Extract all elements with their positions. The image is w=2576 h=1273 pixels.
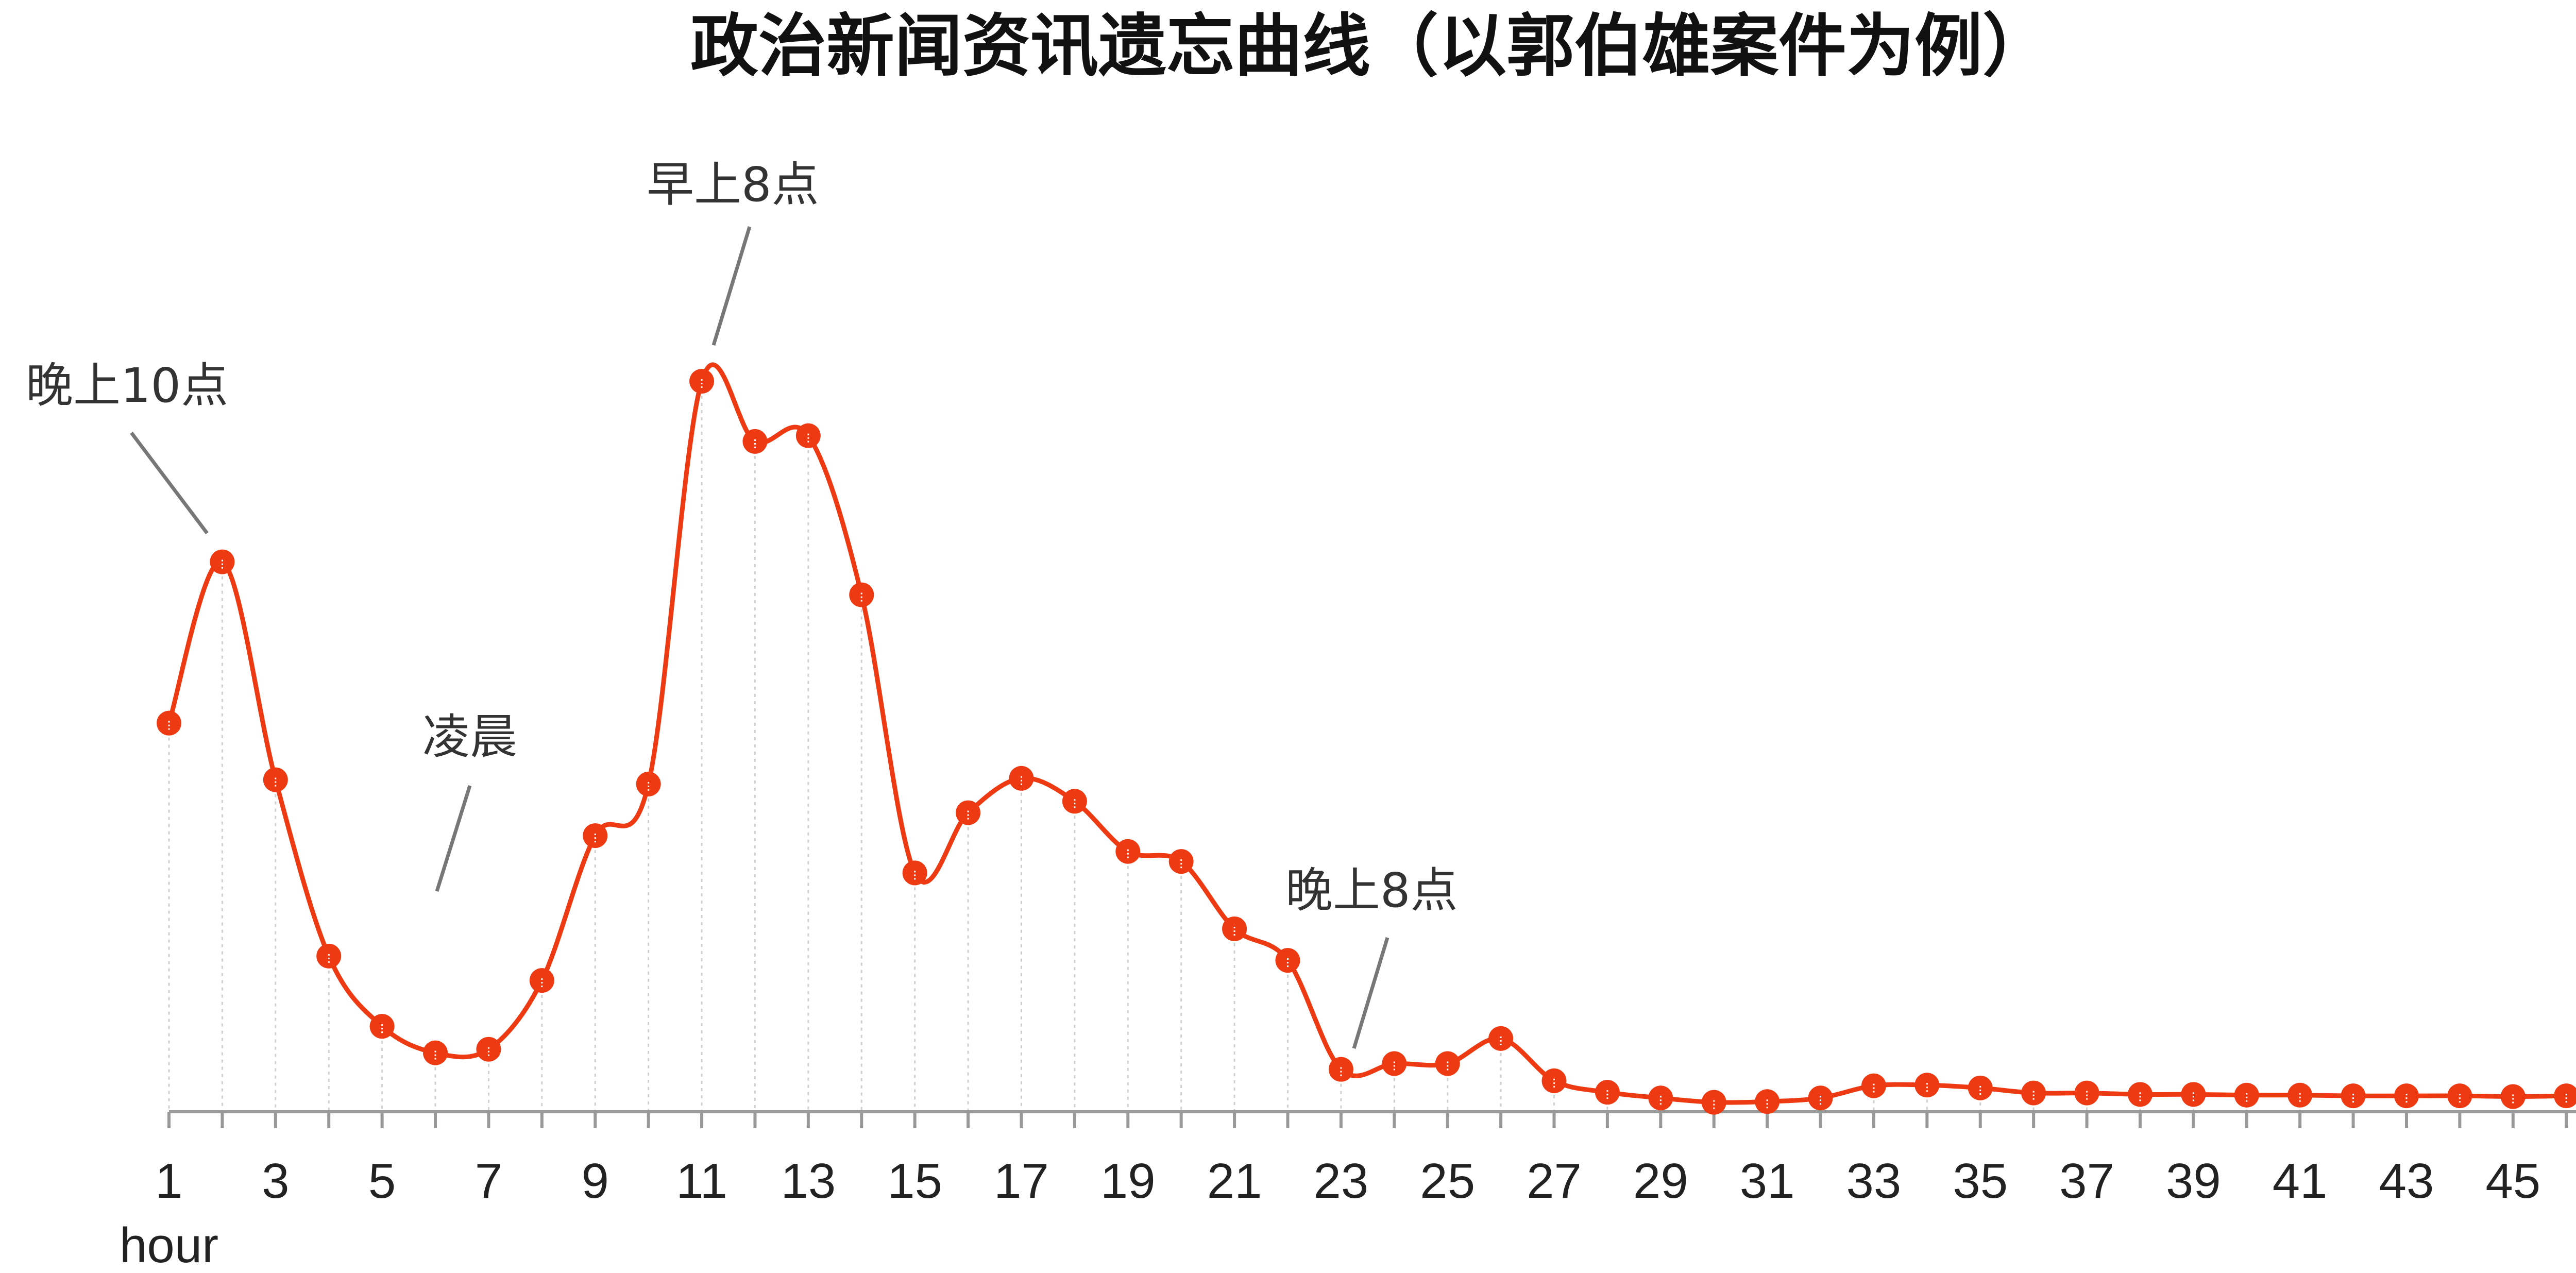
x-tick-label: 17 [994,1153,1049,1209]
data-point [423,1040,448,1065]
data-point [2500,1084,2526,1109]
x-axis-tick-labels: 1 3 5 7 9 11 13 15 17 19 21 23 25 27 29 31 33 35 37 39 41 43 4… [155,1153,2540,1209]
data-point [316,943,342,969]
x-tick-label: 1 [155,1153,182,1209]
x-tick-label: 25 [1420,1153,1475,1209]
x-tick-label: 21 [1207,1153,1262,1209]
data-point [1168,849,1194,874]
data-point [1328,1057,1353,1082]
data-point [2127,1082,2153,1107]
x-tick-label: 13 [781,1153,836,1209]
annotation-night-10: 晚上10点 [26,358,228,413]
x-tick-label: 31 [1740,1153,1795,1209]
data-point [1275,948,1300,973]
data-point [902,860,927,886]
data-point [1435,1051,1460,1076]
x-tick-label: 23 [1314,1153,1369,1209]
annotations: 晚上10点 早上8点 凌晨 晚上8点 [26,157,1458,1049]
x-tick-label: 29 [1633,1153,1688,1209]
data-point [2447,1083,2472,1109]
data-point [1009,766,1034,791]
data-point [1062,789,1087,814]
x-tick-label: 41 [2273,1153,2328,1209]
data-point [1648,1085,1673,1111]
x-tick-label: 37 [2059,1153,2114,1209]
x-tick-label: 39 [2166,1153,2221,1209]
x-axis-ticks [167,1112,2568,1128]
data-point [2394,1083,2419,1109]
data-point [689,369,715,394]
data-point [2021,1080,2046,1106]
data-point [1115,839,1141,864]
x-tick-label: 5 [368,1153,396,1209]
data-point [369,1014,395,1039]
data-point [1808,1085,1833,1111]
data-point [956,800,981,825]
data-point [795,423,821,448]
data-point [529,968,554,993]
data-point [1914,1073,1940,1098]
x-axis-title: hour [120,1218,218,1273]
annotation-morning-8: 早上8点 [647,157,819,212]
data-point [2234,1082,2259,1108]
data-point [1861,1073,1886,1098]
series-line [166,362,2576,1105]
x-tick-label: 27 [1527,1153,1582,1209]
data-point [583,823,608,848]
annotation-dawn: 凌晨 [422,709,517,765]
data-point [2287,1082,2313,1108]
data-point [1541,1068,1567,1093]
x-tick-label: 35 [1953,1153,2008,1209]
x-tick-label: 15 [887,1153,942,1209]
data-point [1222,916,1247,941]
annotation-evening-8: 晚上8点 [1285,863,1458,918]
x-tick-label: 19 [1100,1153,1156,1209]
data-point [1488,1026,1514,1051]
x-tick-label: 11 [676,1153,727,1209]
data-point [1595,1080,1620,1105]
data-point [849,582,874,607]
annotation-line-evening-8 [1352,937,1389,1049]
data-point [263,767,288,792]
data-point [742,429,768,454]
data-point [476,1037,501,1062]
data-point [1968,1075,1993,1100]
data-point [2341,1083,2366,1109]
data-point [1382,1051,1407,1076]
x-tick-label: 33 [1846,1153,1902,1209]
data-point [1755,1089,1780,1114]
data-point [210,549,235,574]
x-tick-label: 45 [2485,1153,2540,1209]
annotation-line-morning-8 [711,226,752,346]
data-point [2554,1083,2576,1109]
annotation-line-dawn [435,785,472,892]
x-tick-label: 9 [582,1153,609,1209]
data-point [636,771,661,796]
data-point [1701,1090,1726,1115]
x-tick-label: 3 [262,1153,289,1209]
data-point [2074,1080,2099,1106]
chart-title: 政治新闻资讯遗忘曲线（以郭伯雄案件为例） [690,7,2050,86]
data-point [2181,1082,2206,1107]
data-point [157,710,181,736]
x-tick-label: 7 [475,1153,502,1209]
annotation-line-night-10 [130,431,209,535]
data-points [157,369,2576,1115]
x-tick-label: 43 [2379,1153,2434,1209]
